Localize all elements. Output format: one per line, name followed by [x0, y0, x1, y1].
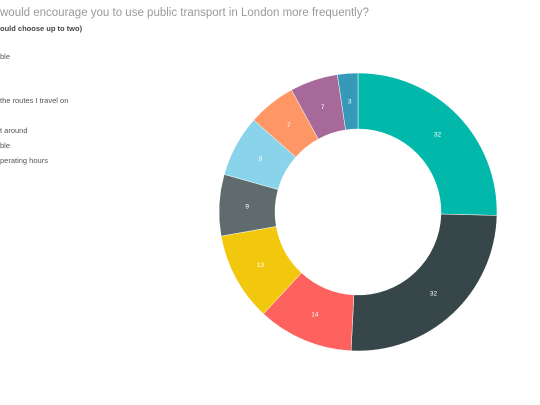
chart-subtitle: ould choose up to two) [0, 24, 83, 33]
donut-slice-1[interactable] [350, 213, 498, 352]
slice-data-label-5: 9 [259, 156, 263, 163]
legend-item[interactable]: t around [0, 126, 28, 135]
slice-data-label-2: 14 [311, 311, 319, 318]
legend-item[interactable]: the routes I travel on [0, 96, 69, 105]
legend-item[interactable]: ble [0, 141, 11, 150]
slice-data-label-0: 32 [434, 131, 442, 138]
slice-data-label-6: 7 [287, 122, 291, 129]
slice-data-label-4: 9 [245, 203, 249, 210]
slice-data-label-1: 32 [430, 290, 438, 297]
donut-slices [218, 72, 498, 352]
legend: ble the routes I travel on t around ble … [0, 0, 120, 200]
legend-item[interactable]: ble [0, 52, 11, 61]
donut-labels: 32 32 14 13 9 9 7 7 3 [245, 98, 441, 318]
donut-slice-0[interactable] [357, 72, 498, 216]
legend-item[interactable]: perating hours [0, 156, 48, 165]
slice-data-label-7: 7 [321, 104, 325, 111]
chart-title: would encourage you to use public transp… [0, 7, 369, 19]
donut-slice-8[interactable] [336, 72, 359, 131]
slice-data-label-3: 13 [257, 262, 265, 269]
slice-data-label-8: 3 [348, 98, 352, 105]
